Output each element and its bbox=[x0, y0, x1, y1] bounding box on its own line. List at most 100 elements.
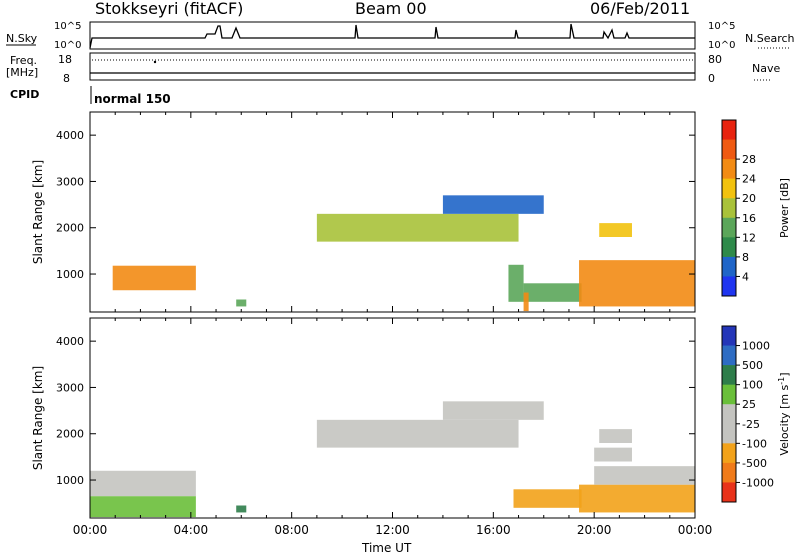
nsky-trace bbox=[89, 23, 695, 49]
x-tick-label: 16:00 bbox=[476, 523, 511, 537]
freq-label-line2: [MHz] bbox=[6, 66, 38, 79]
colorbar-swatch bbox=[722, 365, 736, 386]
colorbar-tick-label: 16 bbox=[742, 212, 756, 225]
colorbar-frame bbox=[721, 325, 737, 503]
echo-region bbox=[523, 292, 529, 312]
colorbar-swatch bbox=[722, 198, 736, 219]
colorbar-swatch bbox=[722, 120, 736, 141]
y-tick-label: 4000 bbox=[56, 335, 84, 348]
echo-region bbox=[316, 419, 519, 448]
colorbar-swatch bbox=[722, 462, 736, 483]
echo-region bbox=[236, 505, 247, 513]
nave-label: Nave bbox=[752, 62, 780, 75]
beam-title: Beam 00 bbox=[355, 0, 427, 18]
echo-region bbox=[513, 489, 582, 508]
colorbar-tick-label: 1000 bbox=[742, 340, 770, 353]
colorbar-tick-label: 20 bbox=[742, 192, 756, 205]
y-tick-label: 1000 bbox=[56, 474, 84, 487]
colorbar-tick-label: 12 bbox=[742, 231, 756, 244]
colorbar-swatch bbox=[722, 443, 736, 464]
x-tick-label: 12:00 bbox=[375, 523, 410, 537]
echo-region bbox=[90, 470, 196, 497]
colorbar-swatch bbox=[722, 139, 736, 160]
colorbar-frame bbox=[721, 119, 737, 297]
echo-region bbox=[316, 213, 519, 242]
nsky-label: N.Sky bbox=[6, 32, 38, 45]
freq-tick-high: 18 bbox=[58, 53, 72, 66]
cpid-value: normal 150 bbox=[94, 92, 171, 106]
nave-tick-high: 80 bbox=[708, 53, 722, 66]
colorbar-label-superscript: -1 bbox=[777, 377, 786, 385]
colorbar-tick-label: 4 bbox=[742, 270, 749, 283]
nsearch-label: N.Search bbox=[745, 32, 795, 45]
echo-region bbox=[523, 283, 582, 302]
velocity-panel: 1000 2000 3000 4000 00:00 04:00 08:00 12:00 16:0… bbox=[31, 317, 791, 537]
x-tick-label: 20:00 bbox=[577, 523, 612, 537]
freq-label-line1: Freq. bbox=[10, 54, 37, 67]
colorbar-swatch bbox=[722, 423, 736, 444]
nave-tick-low: 0 bbox=[708, 72, 715, 85]
noise-tick-low-left: 10^0 bbox=[54, 40, 81, 51]
x-tick-label: 00:00 bbox=[678, 523, 713, 537]
cpid-label: CPID bbox=[10, 88, 39, 101]
freq-panel bbox=[89, 52, 696, 81]
y-tick-label: 2000 bbox=[56, 428, 84, 441]
echo-region bbox=[579, 484, 695, 513]
echo-region bbox=[594, 447, 632, 462]
colorbar-label: Power [dB] bbox=[778, 178, 791, 238]
station-title: Stokkseyri (fitACF) bbox=[95, 0, 243, 18]
colorbar-swatch bbox=[722, 345, 736, 366]
noise-tick-low-right: 10^0 bbox=[708, 40, 735, 51]
x-tick-label: 04:00 bbox=[174, 523, 209, 537]
y-axis-label: Slant Range [km] bbox=[31, 160, 45, 264]
noise-tick-high-right: 10^5 bbox=[708, 21, 735, 32]
colorbar-swatch bbox=[722, 326, 736, 347]
colorbar-tick-label: 100 bbox=[742, 379, 763, 392]
echo-region bbox=[112, 265, 196, 291]
colorbar-swatch bbox=[722, 237, 736, 258]
colorbar-swatch bbox=[722, 217, 736, 238]
colorbar-label-close: ] bbox=[778, 372, 791, 376]
date-title: 06/Feb/2011 bbox=[590, 0, 690, 18]
nave-outlier-point bbox=[153, 60, 157, 64]
colorbar-tick-label: 500 bbox=[742, 359, 763, 372]
colorbar-label: Velocity [m s-1] bbox=[777, 372, 791, 455]
colorbar-swatch bbox=[722, 384, 736, 405]
colorbar-tick-label: 24 bbox=[742, 173, 756, 186]
echo-region bbox=[442, 401, 544, 420]
colorbar-tick-label: -1000 bbox=[742, 476, 774, 489]
x-tick-label: 08:00 bbox=[274, 523, 309, 537]
colorbar-swatch bbox=[722, 256, 736, 277]
echo-region bbox=[90, 496, 196, 518]
echo-region bbox=[599, 429, 632, 443]
y-tick-label: 1000 bbox=[56, 268, 84, 281]
x-tick-label: 00:00 bbox=[73, 523, 108, 537]
echo-region bbox=[508, 264, 524, 302]
freq-tick-low: 8 bbox=[63, 72, 70, 85]
colorbar-tick-label: -500 bbox=[742, 457, 767, 470]
colorbar-tick-label: -25 bbox=[742, 418, 760, 431]
echo-region bbox=[594, 466, 695, 485]
y-tick-label: 3000 bbox=[56, 175, 84, 188]
colorbar-swatch bbox=[722, 482, 736, 503]
y-tick-label: 2000 bbox=[56, 222, 84, 235]
echo-region bbox=[599, 223, 632, 237]
colorbar-tick-label: 8 bbox=[742, 251, 749, 264]
colorbar-swatch bbox=[722, 276, 736, 297]
colorbar-tick-label: 28 bbox=[742, 153, 756, 166]
y-axis-label: Slant Range [km] bbox=[31, 366, 45, 470]
noise-panel bbox=[89, 21, 696, 50]
power-panel: 1000 2000 3000 4000 Slant Range [km] 4 8 12 16 20… bbox=[31, 111, 791, 313]
echo-region bbox=[442, 195, 544, 214]
echo-region bbox=[236, 299, 247, 307]
y-tick-label: 4000 bbox=[56, 129, 84, 142]
noise-tick-high-left: 10^5 bbox=[54, 21, 81, 32]
colorbar-tick-label: 25 bbox=[742, 398, 756, 411]
colorbar-swatch bbox=[722, 404, 736, 425]
y-tick-label: 3000 bbox=[56, 381, 84, 394]
x-axis-label: Time UT bbox=[361, 541, 412, 554]
colorbar-swatch bbox=[722, 159, 736, 180]
colorbar-swatch bbox=[722, 178, 736, 199]
echo-region bbox=[579, 260, 695, 307]
